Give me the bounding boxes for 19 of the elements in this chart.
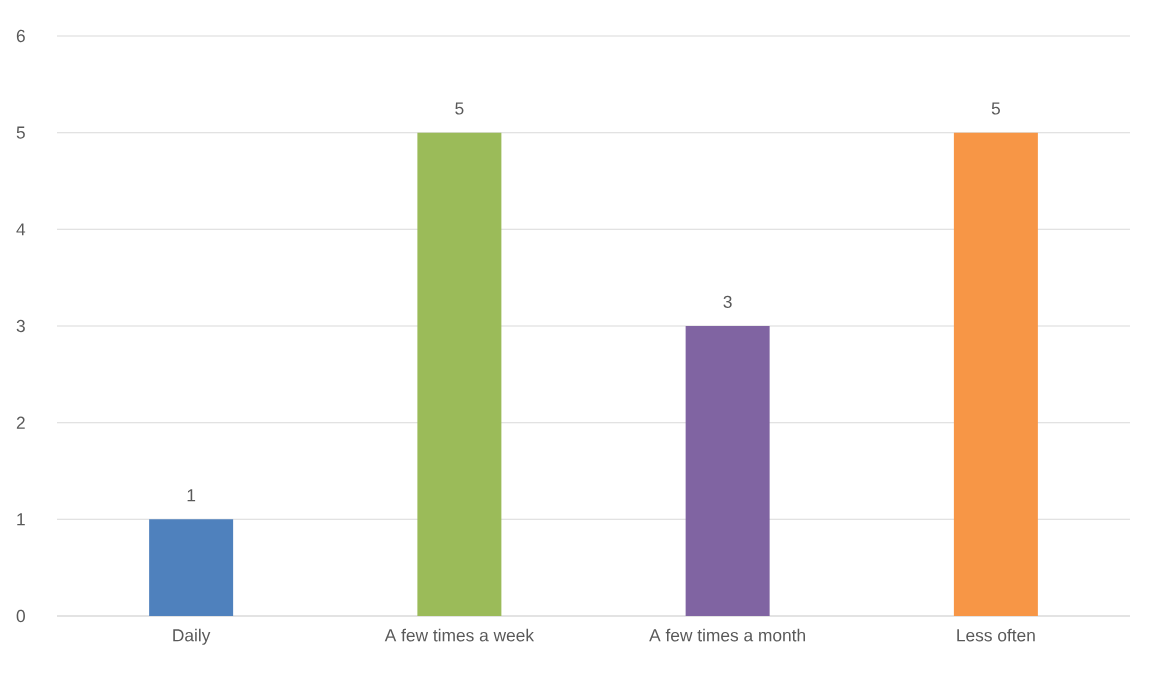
y-tick-label: 6 — [16, 29, 25, 43]
bar — [417, 132, 502, 616]
y-tick-label: 5 — [16, 126, 25, 139]
y-tick-label: 3 — [16, 319, 25, 333]
x-tick-label: A few times a month — [649, 628, 805, 642]
bar — [685, 326, 770, 616]
y-tick-label: 2 — [16, 416, 25, 429]
data-label: 5 — [991, 102, 1000, 115]
x-tick-label: A few times a week — [384, 628, 535, 642]
data-label: 1 — [187, 489, 196, 502]
data-label: 3 — [723, 295, 732, 308]
bar — [953, 132, 1038, 616]
x-tick-label: Daily — [173, 628, 211, 645]
data-label: 5 — [455, 102, 464, 115]
y-tick-label: 0 — [16, 609, 25, 623]
y-tick-label: 4 — [16, 223, 26, 236]
x-tick-label: Less often — [957, 628, 1035, 642]
y-tick-label: 1 — [17, 513, 25, 526]
bar — [149, 519, 234, 616]
